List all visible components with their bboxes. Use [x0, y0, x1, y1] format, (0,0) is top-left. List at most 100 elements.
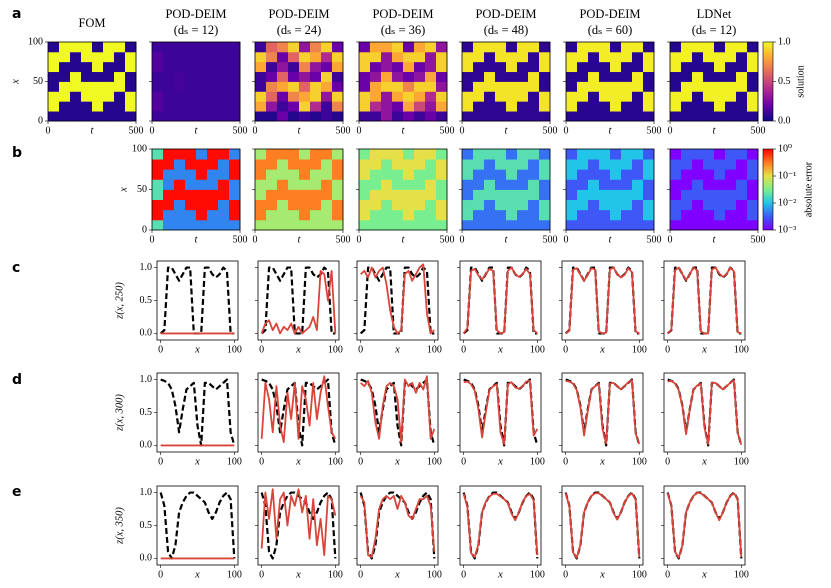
heatmap-cell	[643, 189, 655, 201]
reference-line	[564, 266, 640, 335]
heatmap-cell	[517, 71, 529, 82]
x-axis-label: x	[599, 344, 605, 355]
heatmap-cell	[670, 189, 682, 201]
heatmap-cell	[381, 199, 393, 211]
heatmap-cell	[588, 189, 600, 201]
heatmap-cell	[473, 219, 485, 231]
heatmap-cell	[288, 219, 300, 231]
heatmap-cell	[714, 199, 726, 211]
heatmap-cell	[185, 159, 197, 170]
heatmap-cell	[381, 159, 393, 170]
heatmap-cell	[185, 169, 197, 180]
heatmap-cell	[577, 81, 589, 92]
heatmap-cell	[163, 149, 175, 160]
heatmap-cell	[277, 101, 289, 112]
heatmap-cell	[484, 42, 496, 53]
heatmap-cell	[670, 159, 682, 170]
heatmap-cell	[588, 51, 600, 63]
y-tick-label: 0.0	[140, 553, 153, 564]
heatmap-cell	[643, 91, 655, 102]
heatmap-cell	[392, 199, 404, 211]
heatmap-cell	[539, 209, 551, 221]
x-tick-label: 0	[46, 125, 51, 136]
panel-frame	[156, 485, 239, 566]
heatmap-cell	[506, 51, 518, 63]
heatmap-cell	[484, 149, 496, 160]
heatmap-cell	[610, 189, 622, 201]
heatmap-cell	[321, 219, 333, 231]
heatmap-cell	[425, 149, 437, 160]
heatmap-cell	[436, 219, 448, 231]
heatmap-cell	[288, 111, 300, 122]
heatmap-cell	[747, 61, 759, 73]
heatmap-cell	[403, 42, 415, 53]
heatmap-cell	[163, 209, 175, 221]
heatmap-cell	[566, 149, 578, 160]
heatmap-cell	[703, 209, 715, 221]
heatmap-cell	[218, 61, 230, 73]
heatmap-cell	[599, 169, 611, 180]
heatmap-cell	[599, 159, 611, 170]
heatmap-cell	[114, 42, 126, 53]
heatmap-cell	[632, 199, 644, 211]
heatmap-cell	[692, 101, 704, 112]
heatmap-cell	[381, 51, 393, 63]
heatmap-cell	[185, 149, 197, 160]
heatmap-cell	[332, 71, 344, 82]
x-axis-label: x	[394, 569, 400, 580]
heatmap-cell	[495, 179, 507, 190]
y-tick-label: 50	[137, 184, 147, 195]
heatmap-cell	[747, 51, 759, 63]
heatmap-cell	[277, 61, 289, 73]
panel	[462, 42, 551, 122]
y-tick-label: 100	[132, 143, 147, 154]
heatmap-cell	[577, 61, 589, 73]
heatmap-cell	[92, 42, 104, 53]
heatmap-cell	[59, 71, 71, 82]
heatmap-cell	[321, 101, 333, 112]
heatmap-cell	[506, 71, 518, 82]
heatmap-cell	[370, 111, 382, 122]
heatmap-cell	[207, 51, 219, 63]
heatmap-cell	[196, 71, 208, 82]
heatmap-cell	[174, 179, 186, 190]
heatmap-cell	[288, 169, 300, 180]
heatmap-cell	[48, 71, 60, 82]
heatmap-cell	[539, 71, 551, 82]
model-line	[462, 266, 538, 335]
heatmap-cell	[528, 179, 540, 190]
heatmap-cell	[588, 71, 600, 82]
heatmap-cell	[599, 51, 611, 63]
x-tick-label: 100	[734, 344, 749, 355]
heatmap-cell	[370, 179, 382, 190]
heatmap-cell	[229, 209, 241, 221]
heatmap-cell	[255, 159, 267, 170]
heatmap-cell	[310, 169, 322, 180]
heatmap-cell	[436, 179, 448, 190]
heatmap-cell	[332, 111, 344, 122]
x-tick-label: 0	[460, 234, 465, 245]
heatmap-cell	[643, 71, 655, 82]
heatmap-cell	[484, 209, 496, 221]
x-axis-label: x	[394, 344, 400, 355]
heatmap-cell	[381, 179, 393, 190]
reference-line	[462, 491, 539, 560]
heatmap-cell	[332, 219, 344, 231]
colorbar-tick-label: 0.5	[778, 76, 791, 87]
heatmap-cell	[359, 61, 371, 73]
panel-letter: c	[12, 260, 20, 276]
heatmap-cell	[588, 149, 600, 160]
heatmap-cell	[577, 71, 589, 82]
heatmap-cell	[277, 42, 289, 53]
heatmap-cell	[163, 71, 175, 82]
heatmap-cell	[332, 209, 344, 221]
heatmap-cell	[414, 149, 426, 160]
panel	[260, 488, 337, 560]
heatmap-cell	[462, 189, 474, 201]
heatmap-cell	[321, 51, 333, 63]
heatmap-cell	[425, 81, 437, 92]
heatmap-cell	[681, 179, 693, 190]
x-tick-label: 500	[336, 125, 351, 136]
heatmap-cell	[255, 111, 267, 122]
heatmap-cell	[473, 209, 485, 221]
